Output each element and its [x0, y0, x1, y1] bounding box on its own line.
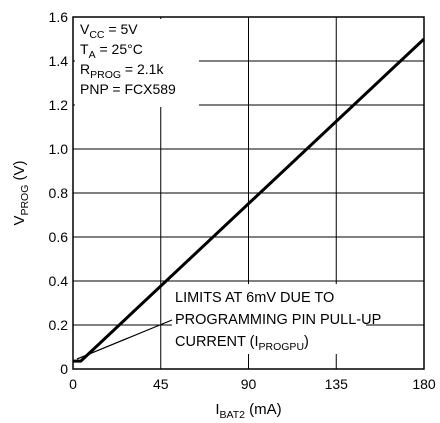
- y-tick-label: 0.2: [49, 317, 69, 333]
- conditions-box: [75, 19, 199, 107]
- y-tick-label: 1.4: [49, 53, 69, 69]
- y-tick-label: 1.2: [49, 97, 69, 113]
- condition-line: RPROG = 2.1k: [80, 61, 164, 81]
- y-tick-label: 1.0: [49, 141, 69, 157]
- condition-line: TA = 25°C: [80, 41, 143, 61]
- y-tick-label: 0: [60, 361, 68, 377]
- annotation-line-1: LIMITS AT 6mV DUE TO: [175, 290, 334, 306]
- annotation-box: [172, 284, 366, 354]
- annotation-leader-line: [76, 319, 173, 360]
- x-tick-label: 90: [241, 376, 257, 392]
- x-tick-label: 0: [69, 376, 77, 392]
- y-axis-ticks: 0 0.2 0.4 0.6 0.8 1.0 1.2 1.4 1.6: [49, 9, 69, 377]
- y-tick-label: 0.6: [49, 229, 69, 245]
- series-line-vprog: [73, 37, 426, 363]
- y-tick-label: 0.4: [49, 273, 69, 289]
- y-tick-label: 1.6: [49, 9, 69, 25]
- annotation-line-3: CURRENT (IPROGPU): [175, 334, 309, 353]
- plot-frame: [72, 16, 425, 370]
- x-tick-label: 135: [325, 376, 349, 392]
- condition-line: PNP = FCX589: [80, 81, 176, 97]
- x-tick-label: 180: [412, 376, 436, 392]
- x-axis-label: IBAT2 (mA): [215, 401, 281, 421]
- y-axis-label: VPROG (V): [11, 160, 31, 225]
- x-tick-label: 45: [153, 376, 169, 392]
- x-axis-ticks: 0 45 90 135 180: [69, 376, 436, 392]
- condition-line: VCC = 5V: [80, 21, 138, 41]
- annotation-line-2: PROGRAMMING PIN PULL-UP: [175, 312, 381, 328]
- y-tick-label: 0.8: [49, 185, 69, 201]
